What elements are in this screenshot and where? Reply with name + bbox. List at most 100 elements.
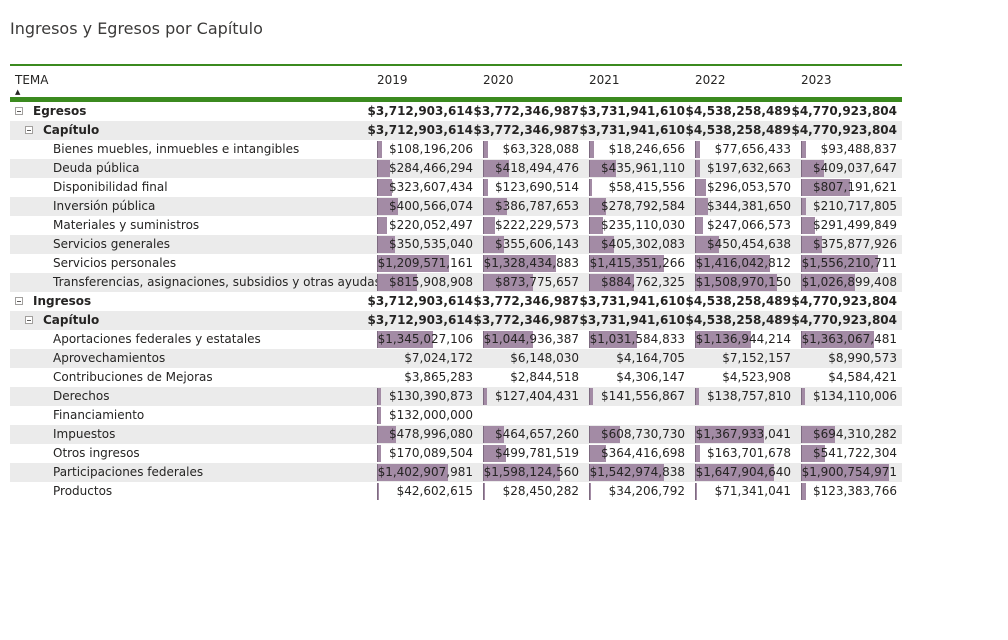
value-cell: $220,052,497 (377, 217, 473, 234)
column-header-year[interactable]: 2022 (695, 73, 726, 87)
value-text: $296,053,570 (707, 180, 791, 194)
data-bar (589, 255, 664, 272)
value-cell: $1,136,944,214 (695, 331, 791, 348)
row-label: Transferencias, asignaciones, subsidios … (53, 275, 381, 289)
value-cell: $405,302,083 (589, 236, 685, 253)
value-text: $1,363,067,481 (801, 332, 897, 346)
table-row[interactable]: Capítulo $3,712,903,614 $3,772,346,987 $3,7… (10, 311, 902, 330)
table-row[interactable]: Ingresos $3,712,903,614 $3,772,346,987 $3,7… (10, 292, 902, 311)
value-text: $170,089,504 (389, 446, 473, 460)
value-text: $3,731,941,610 (579, 123, 685, 137)
data-bar-axis (801, 464, 802, 481)
table-row[interactable]: Financiamiento $132,000,000 (10, 406, 902, 425)
value-cell: $1,402,907,981 (377, 464, 473, 481)
value-cell (695, 407, 791, 424)
value-cell: $4,770,923,804 (791, 103, 897, 120)
collapse-icon[interactable] (15, 107, 23, 115)
value-cell: $8,990,573 (801, 350, 897, 367)
table-row[interactable]: Egresos $3,712,903,614 $3,772,346,987 $3,73… (10, 102, 902, 121)
collapse-icon[interactable] (25, 126, 33, 134)
table-row[interactable]: Impuestos $478,996,080 $464,657,260 $608,73… (10, 425, 902, 444)
row-label: Capítulo (43, 123, 100, 137)
value-text: $210,717,805 (813, 199, 897, 213)
data-bar-axis (377, 179, 378, 196)
value-cell: $141,556,867 (589, 388, 685, 405)
data-bar-axis (589, 198, 590, 215)
row-label: Servicios generales (53, 237, 170, 251)
column-header-year[interactable]: 2019 (377, 73, 408, 87)
table-row[interactable]: Aprovechamientos $7,024,172 $6,148,030 $4,1… (10, 349, 902, 368)
table-row[interactable]: Participaciones federales $1,402,907,981 $… (10, 463, 902, 482)
value-cell: $386,787,653 (483, 198, 579, 215)
value-cell: $1,900,754,971 (801, 464, 897, 481)
row-label: Otros ingresos (53, 446, 140, 460)
table-row[interactable]: Transferencias, asignaciones, subsidios … (10, 273, 902, 292)
table-row[interactable]: Bienes muebles, inmuebles e intangibles $… (10, 140, 902, 159)
table-row[interactable]: Servicios personales $1,209,571,161 $1,328… (10, 254, 902, 273)
value-cell: $108,196,206 (377, 141, 473, 158)
value-cell: $34,206,792 (589, 483, 685, 500)
data-bar-axis (589, 464, 590, 481)
value-cell: $344,381,650 (695, 198, 791, 215)
data-bar-axis (801, 236, 802, 253)
value-text: $291,499,849 (813, 218, 897, 232)
value-cell: $1,508,970,150 (695, 274, 791, 291)
value-text: $3,712,903,614 (367, 104, 473, 118)
data-bar-axis (377, 198, 378, 215)
value-cell: $1,415,351,266 (589, 255, 685, 272)
value-text: $418,494,476 (495, 161, 579, 175)
value-cell: $478,996,080 (377, 426, 473, 443)
table-row[interactable]: Productos $42,602,615 $28,450,282 $34,206,7… (10, 482, 902, 501)
table-row[interactable]: Otros ingresos $170,089,504 $499,781,519 $3… (10, 444, 902, 463)
data-bar (695, 160, 700, 177)
value-text: $93,488,837 (820, 142, 897, 156)
data-bar-axis (589, 255, 590, 272)
table-row[interactable]: Contribuciones de Mejoras $3,865,283 $2,84… (10, 368, 902, 387)
row-label: Productos (53, 484, 113, 498)
value-text: $1,556,210,711 (801, 256, 897, 270)
table-row[interactable]: Capítulo $3,712,903,614 $3,772,346,987 $3,7… (10, 121, 902, 140)
column-header-year[interactable]: 2020 (483, 73, 514, 87)
value-text: $1,031,584,833 (589, 332, 685, 346)
value-cell: $3,772,346,987 (473, 103, 579, 120)
value-text: $3,731,941,610 (579, 104, 685, 118)
value-text: $4,538,258,489 (685, 294, 791, 308)
value-text: $3,712,903,614 (367, 294, 473, 308)
table-row[interactable]: Aportaciones federales y estatales $1,345… (10, 330, 902, 349)
collapse-icon[interactable] (25, 316, 33, 324)
data-bar (695, 217, 703, 234)
value-text: $541,722,304 (813, 446, 897, 460)
table-row[interactable]: Materiales y suministros $220,052,497 $222… (10, 216, 902, 235)
value-text: $1,136,944,214 (695, 332, 791, 346)
table-row[interactable]: Derechos $130,390,873 $127,404,431 $141,556… (10, 387, 902, 406)
data-bar (695, 483, 697, 500)
table-row[interactable]: Disponibilidad final $323,607,434 $123,690… (10, 178, 902, 197)
table-row[interactable]: Deuda pública $284,466,294 $418,494,476 $43… (10, 159, 902, 178)
value-text: $220,052,497 (389, 218, 473, 232)
value-cell: $284,466,294 (377, 160, 473, 177)
value-cell: $278,792,584 (589, 198, 685, 215)
column-header-tema[interactable]: TEMA (15, 73, 49, 87)
value-cell: $3,865,283 (377, 369, 473, 386)
value-cell: $130,390,873 (377, 388, 473, 405)
value-text: $1,508,970,150 (695, 275, 791, 289)
column-header-year[interactable]: 2023 (801, 73, 832, 87)
value-text: $4,538,258,489 (685, 123, 791, 137)
value-text: $1,402,907,981 (377, 465, 473, 479)
data-bar (377, 331, 433, 348)
sort-ascending-icon[interactable]: ▲ (15, 88, 21, 96)
value-cell: $1,556,210,711 (801, 255, 897, 272)
table-row[interactable]: Servicios generales $350,535,040 $355,606,… (10, 235, 902, 254)
table-row[interactable]: Inversión pública $400,566,074 $386,787,65… (10, 197, 902, 216)
column-header-year[interactable]: 2021 (589, 73, 620, 87)
value-cell: $170,089,504 (377, 445, 473, 462)
data-bar-axis (589, 160, 590, 177)
data-bar (483, 445, 506, 462)
collapse-icon[interactable] (15, 297, 23, 305)
value-cell: $7,024,172 (377, 350, 473, 367)
value-text: $123,383,766 (813, 484, 897, 498)
value-text: $4,770,923,804 (791, 104, 897, 118)
value-text: $1,598,124,560 (483, 465, 579, 479)
value-cell: $3,731,941,610 (579, 312, 685, 329)
data-bar-axis (589, 388, 590, 405)
